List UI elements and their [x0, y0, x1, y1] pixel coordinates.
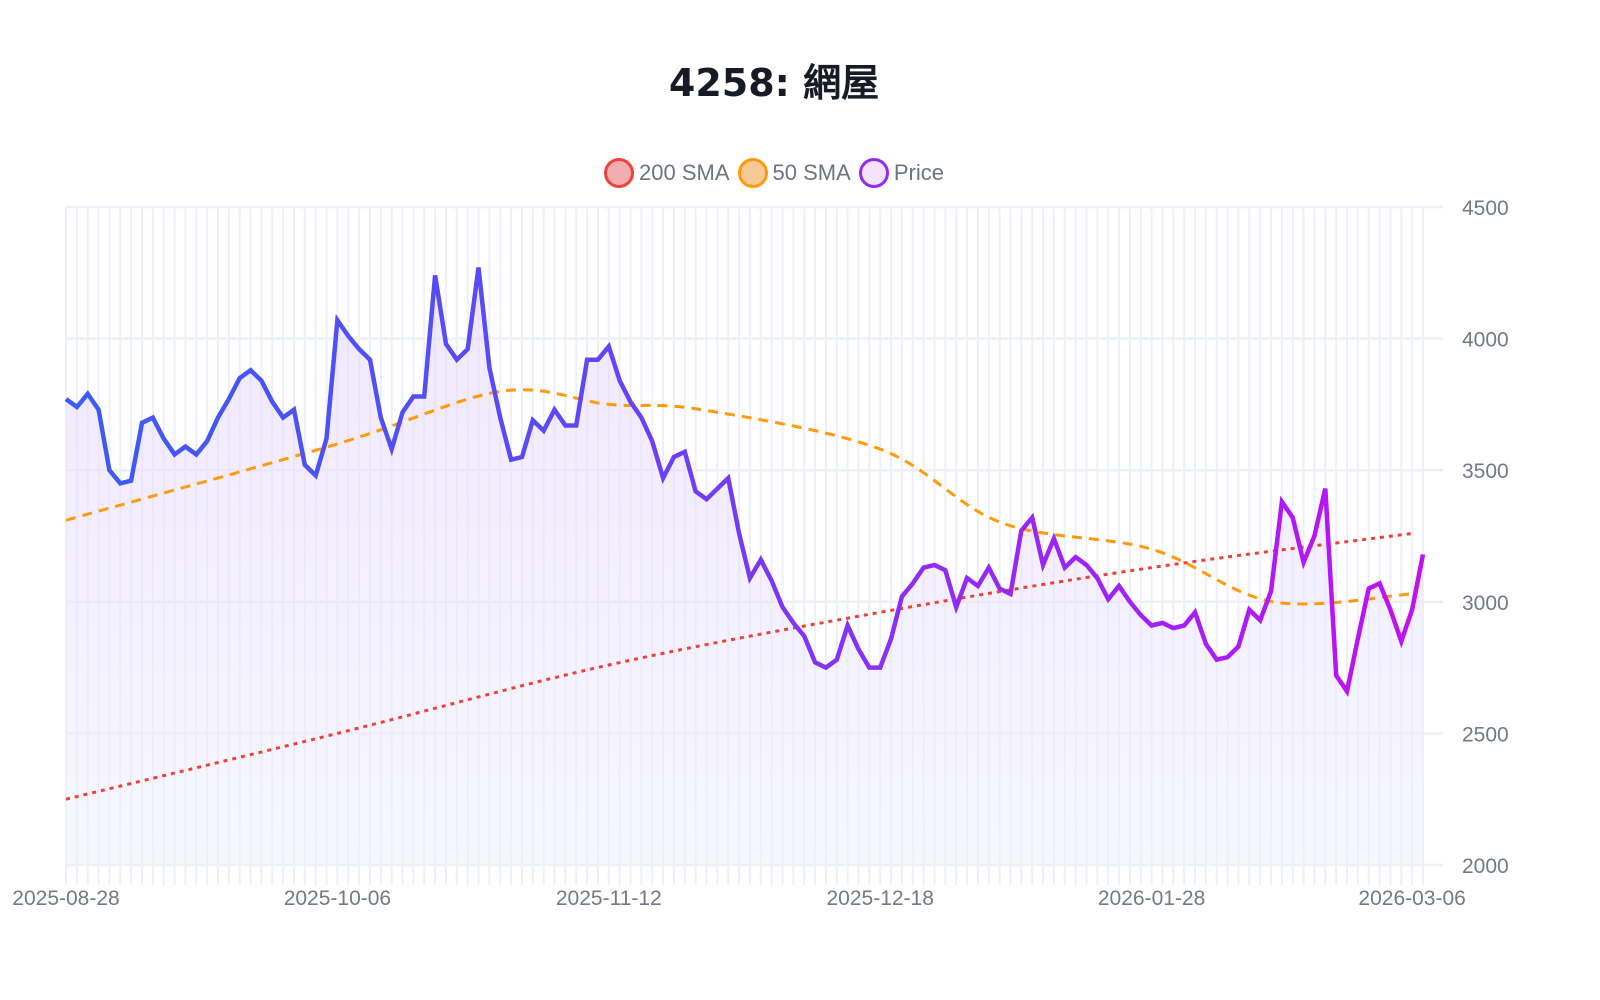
svg-text:2500: 2500 — [1462, 723, 1509, 746]
sma-200-line[interactable] — [65, 531, 1413, 801]
svg-text:2025-10-06: 2025-10-06 — [284, 887, 391, 910]
price-line[interactable] — [64, 267, 1426, 697]
price-area-fill — [66, 267, 1423, 865]
legend-label: 50 SMA — [772, 160, 851, 185]
y-axis-labels: 2000 2500 3000 3500 4000 4500 — [1462, 197, 1509, 878]
svg-text:2025-11-12: 2025-11-12 — [556, 887, 662, 910]
legend-item-price[interactable]: Price — [858, 158, 944, 188]
legend-swatch-50-sma-icon — [737, 158, 768, 188]
svg-text:2026-01-28: 2026-01-28 — [1098, 887, 1205, 910]
legend-swatch-price-icon — [858, 158, 889, 188]
legend-swatch-200-sma-icon — [604, 158, 635, 188]
legend: 200 SMA 50 SMA Price — [0, 158, 1548, 188]
legend-item-200-sma[interactable]: 200 SMA — [604, 158, 730, 188]
svg-text:2026-03-06: 2026-03-06 — [1358, 887, 1465, 910]
x-axis-labels: 2025-08-28 2025-10-06 2025-11-12 2025-12-18… — [12, 887, 1466, 910]
svg-text:2025-12-18: 2025-12-18 — [826, 887, 933, 910]
legend-item-50-sma[interactable]: 50 SMA — [737, 158, 851, 188]
svg-text:4500: 4500 — [1462, 197, 1509, 220]
sma-50-line[interactable] — [65, 388, 1413, 606]
svg-text:3000: 3000 — [1462, 592, 1509, 615]
svg-text:4000: 4000 — [1462, 329, 1509, 352]
legend-label: 200 SMA — [639, 160, 730, 185]
chart-title: 4258: 網屋 — [668, 61, 880, 105]
svg-text:2000: 2000 — [1462, 855, 1509, 878]
legend-label: Price — [893, 160, 944, 185]
svg-text:3500: 3500 — [1462, 460, 1509, 483]
svg-text:2025-08-28: 2025-08-28 — [12, 887, 119, 910]
